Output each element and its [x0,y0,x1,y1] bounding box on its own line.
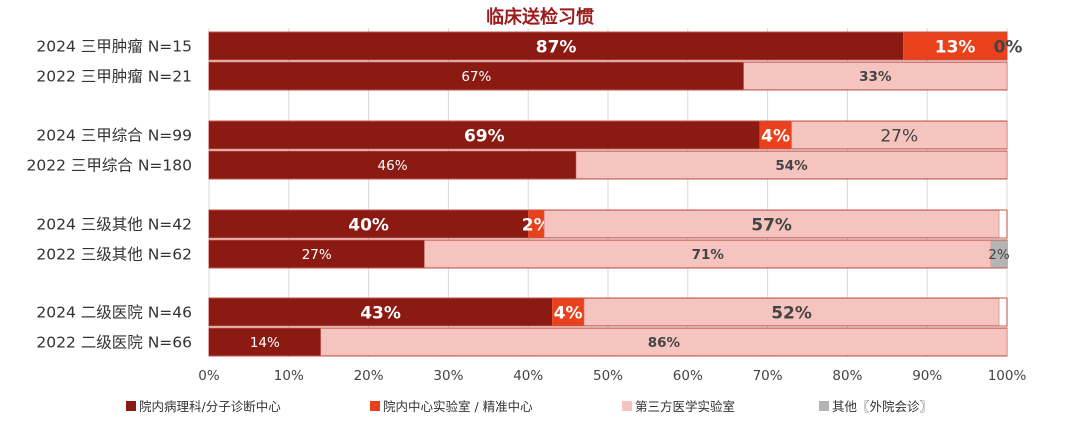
bar-segment-3 [320,328,1008,356]
x-axis-ticks: 0% 10% 20% 30% 40% 50% 60% 70% 80% 90% 100% [198,368,1026,384]
data-label: 27% [302,247,332,263]
legend-label: 院内中心实验室 / 精准中心 [383,399,533,414]
data-label: 67% [461,69,491,85]
x-tick-label: 60% [673,368,703,384]
category-label: 2024 三级其他 N=42 [36,216,192,234]
bar-segment-3 [743,62,1008,90]
legend-item: 院内病理科/分子诊断中心 [126,399,281,414]
legend-label: 第三方医学实验室 [635,399,735,414]
bar-segment-1 [209,210,529,238]
legend-label: 其他〖外院会诊〗 [832,399,932,414]
data-label: 52% [771,304,812,324]
data-label: 2% [522,216,551,236]
x-tick-label: 50% [593,368,623,384]
bar-segment-3 [543,210,1000,238]
bar-segment-2 [528,210,545,238]
bar-segment-3 [791,121,1008,149]
x-tick-label: 100% [988,368,1027,384]
legend-swatch [819,401,829,411]
bar-segment-3 [583,298,1000,326]
bar-segment-1 [209,298,553,326]
data-label: 40% [348,216,389,236]
chart-title: 临床送检习惯 [486,6,594,28]
bar-segment-1 [209,62,744,90]
legend-swatch [370,401,380,411]
category-label: 2022 二级医院 N=66 [36,333,192,352]
x-tick-label: 70% [753,368,783,384]
data-label: 0% [994,38,1023,58]
data-label: 4% [554,304,583,324]
bar-segment-1 [209,151,577,179]
legend-label: 院内病理科/分子诊断中心 [139,399,281,414]
x-tick-label: 20% [354,368,384,384]
data-label: 4% [761,127,790,147]
legend-swatch [622,401,632,411]
legend-item: 其他〖外院会诊〗 [819,399,932,414]
x-tick-label: 80% [832,368,862,384]
category-label: 2024 二级医院 N=46 [36,303,192,322]
bar-segment-1 [209,240,425,268]
data-label: 46% [378,158,408,174]
category-label: 2022 三甲肿瘤 N=21 [36,68,192,86]
bar-segment-1 [209,32,904,60]
category-label: 2024 三甲肿瘤 N=15 [36,38,192,56]
data-label: 13% [935,38,976,58]
x-tick-label: 10% [274,368,304,384]
data-label: 57% [751,216,792,236]
data-label: 27% [880,127,918,147]
data-label: 87% [536,38,577,58]
legend-swatch [126,401,136,411]
bar-segment-2 [552,298,585,326]
data-label: 71% [692,247,725,263]
bar-segment-2 [903,32,1007,60]
bar-segment-3 [575,151,1008,179]
bar-segment-1 [209,121,760,149]
bar-segment-1 [209,328,321,356]
category-label: 2022 三甲综合 N=180 [27,157,192,175]
x-tick-label: 40% [513,368,543,384]
category-label: 2022 三级其他 N=62 [36,246,192,264]
x-tick-label: 30% [433,368,463,384]
data-label: 86% [648,335,681,351]
data-label: 14% [250,335,280,351]
data-label: 54% [775,158,808,174]
data-label: 2% [988,247,1010,263]
bar-segment-3 [424,240,992,268]
x-tick-label: 90% [912,368,942,384]
legend: 院内病理科/分子诊断中心 院内中心实验室 / 精准中心 第三方医学实验室 其他〖外院会… [126,399,932,414]
bars: 87% 13% 0% 67% 33% 69% 4% 27% 46% 54% 40% 2% 57% 27% 7… [208,31,1023,357]
legend-item: 院内中心实验室 / 精准中心 [370,399,533,414]
x-tick-label: 0% [198,368,220,384]
category-label: 2024 三甲综合 N=99 [36,127,192,145]
category-labels: 2024 三甲肿瘤 N=15 2022 三甲肿瘤 N=21 2024 三甲综合 N=… [27,38,192,352]
bar-segment-2 [759,121,792,149]
bar-segment-4 [991,240,1007,268]
data-label: 43% [360,304,401,324]
legend-item: 第三方医学实验室 [622,399,735,414]
data-label: 33% [859,69,892,85]
data-label: 69% [464,127,505,147]
